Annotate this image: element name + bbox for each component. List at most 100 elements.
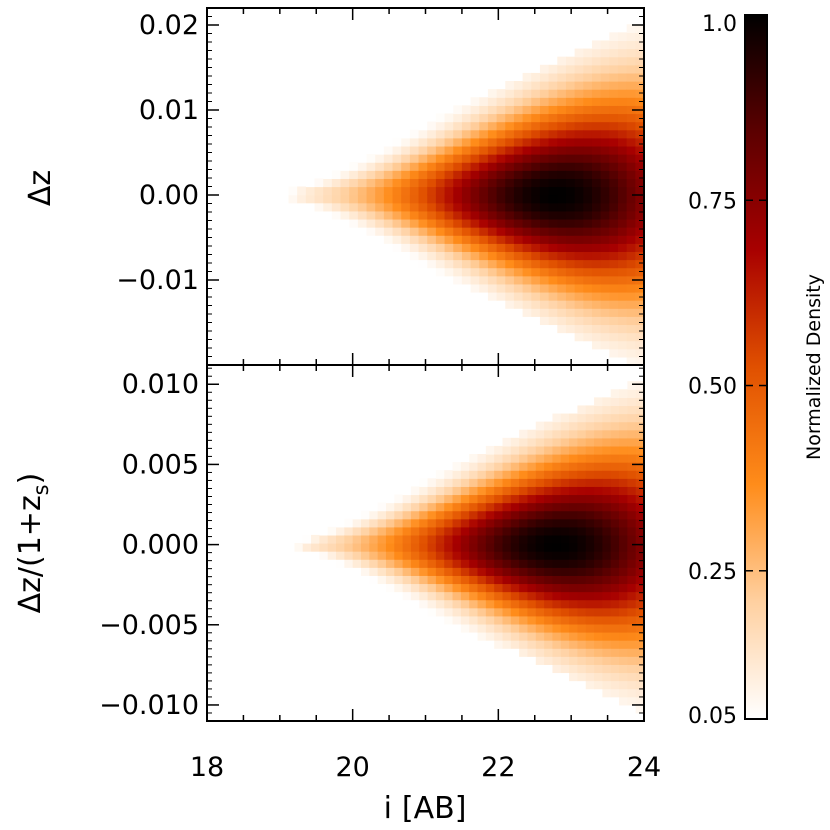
heat-cell bbox=[383, 145, 394, 155]
heat-cell bbox=[427, 518, 437, 528]
heat-cell bbox=[574, 81, 584, 90]
heat-cell bbox=[510, 567, 520, 576]
heat-cell bbox=[469, 591, 479, 601]
heat-cell bbox=[602, 648, 612, 657]
heat-cell bbox=[635, 178, 644, 188]
heat-cell bbox=[496, 137, 506, 147]
heat-cell bbox=[600, 145, 610, 155]
heat-cell bbox=[360, 559, 370, 568]
heat-cell bbox=[427, 543, 437, 552]
heat-cell bbox=[535, 583, 545, 593]
heat-cell bbox=[635, 607, 644, 617]
heat-cell bbox=[392, 137, 402, 147]
heat-cell bbox=[469, 534, 479, 544]
heatmap-bottom bbox=[294, 381, 644, 714]
heat-cell bbox=[591, 283, 602, 293]
heat-cell bbox=[453, 267, 463, 277]
heat-cell bbox=[609, 218, 619, 228]
heat-cell bbox=[487, 227, 498, 236]
heat-cell bbox=[435, 259, 446, 269]
heat-cell bbox=[435, 170, 446, 179]
heat-cell bbox=[505, 178, 515, 188]
heat-cell bbox=[626, 145, 636, 155]
ticks-bottom bbox=[206, 365, 645, 721]
heat-cell bbox=[502, 445, 512, 455]
heat-cell bbox=[453, 121, 463, 131]
heat-cell bbox=[461, 105, 472, 115]
heat-cell bbox=[535, 454, 545, 463]
heat-cell bbox=[402, 543, 412, 552]
heat-cell bbox=[557, 202, 567, 212]
heat-cell bbox=[627, 664, 637, 674]
heat-cell bbox=[565, 291, 576, 301]
heat-cell bbox=[619, 526, 628, 536]
heat-cell bbox=[419, 599, 429, 609]
heat-cell bbox=[557, 97, 567, 106]
heat-cell bbox=[635, 615, 644, 625]
heat-cell bbox=[427, 170, 437, 179]
heat-cell bbox=[565, 275, 576, 285]
heat-cell bbox=[513, 121, 524, 131]
heat-cell bbox=[336, 526, 345, 536]
heat-cell bbox=[548, 251, 558, 261]
heat-cell bbox=[548, 154, 558, 163]
heat-cell bbox=[627, 551, 637, 560]
heat-cell bbox=[552, 518, 562, 528]
heat-cell bbox=[617, 121, 628, 131]
heat-cell bbox=[557, 218, 567, 228]
heat-cell bbox=[527, 583, 537, 593]
heat-cell bbox=[502, 599, 512, 609]
heat-cell bbox=[600, 340, 610, 350]
heat-cell bbox=[485, 486, 495, 496]
heat-cell bbox=[577, 632, 587, 641]
heat-cell bbox=[453, 113, 463, 123]
heat-cell bbox=[349, 218, 359, 228]
heat-cell bbox=[409, 170, 420, 179]
heat-cell bbox=[557, 316, 567, 326]
heat-cell bbox=[560, 429, 570, 439]
heat-cell bbox=[375, 186, 385, 196]
heat-cell bbox=[527, 494, 537, 504]
heat-cell bbox=[583, 154, 593, 163]
heat-cell bbox=[418, 194, 428, 204]
heat-cell bbox=[394, 543, 404, 552]
heat-cell bbox=[444, 137, 454, 147]
heat-cell bbox=[522, 227, 532, 236]
heat-cell bbox=[505, 81, 515, 90]
heat-cell bbox=[531, 291, 541, 301]
heat-cell bbox=[383, 162, 394, 171]
heat-cell bbox=[477, 518, 487, 528]
heat-cell bbox=[505, 251, 515, 261]
heat-cell bbox=[574, 259, 584, 269]
heat-cell bbox=[569, 623, 579, 633]
heat-cell bbox=[594, 534, 603, 544]
heat-cell bbox=[513, 178, 524, 188]
heat-cell bbox=[444, 526, 454, 536]
heat-cell bbox=[366, 235, 376, 244]
heat-cell bbox=[627, 534, 637, 544]
heat-cell bbox=[479, 154, 489, 163]
heat-cell bbox=[544, 615, 554, 625]
heat-cell bbox=[527, 478, 537, 487]
heat-cell bbox=[609, 348, 619, 358]
heat-cell bbox=[627, 397, 637, 407]
heat-cell bbox=[485, 445, 495, 455]
heat-cell bbox=[635, 437, 644, 447]
heat-cell bbox=[487, 129, 498, 139]
heat-cell bbox=[635, 397, 644, 407]
heat-cell bbox=[470, 194, 480, 204]
heat-cell bbox=[479, 210, 489, 220]
heat-cell bbox=[418, 259, 428, 269]
heat-cell bbox=[496, 259, 506, 269]
heat-cell bbox=[635, 145, 644, 155]
heat-cell bbox=[585, 656, 595, 665]
heat-cell bbox=[569, 478, 579, 487]
heat-cell bbox=[461, 194, 472, 204]
heat-cell bbox=[565, 227, 576, 236]
heat-cell bbox=[569, 551, 579, 560]
heat-cell bbox=[392, 194, 402, 204]
heat-cell bbox=[505, 145, 515, 155]
heat-cell bbox=[452, 559, 462, 568]
heat-cell bbox=[453, 154, 463, 163]
heat-cell bbox=[469, 575, 479, 585]
